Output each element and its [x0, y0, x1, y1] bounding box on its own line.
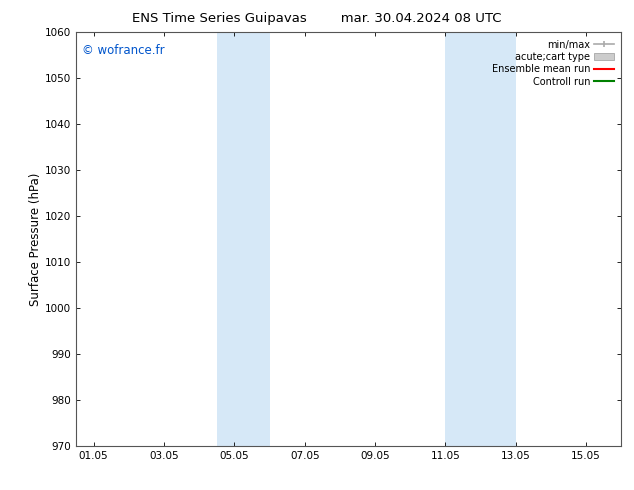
- Y-axis label: Surface Pressure (hPa): Surface Pressure (hPa): [29, 172, 42, 306]
- Bar: [446, 32, 516, 446]
- Bar: [217, 32, 269, 446]
- Legend: min/max, acute;cart type, Ensemble mean run, Controll run: min/max, acute;cart type, Ensemble mean …: [489, 37, 616, 90]
- Text: ENS Time Series Guipavas        mar. 30.04.2024 08 UTC: ENS Time Series Guipavas mar. 30.04.2024…: [133, 12, 501, 25]
- Text: © wofrance.fr: © wofrance.fr: [82, 44, 164, 57]
